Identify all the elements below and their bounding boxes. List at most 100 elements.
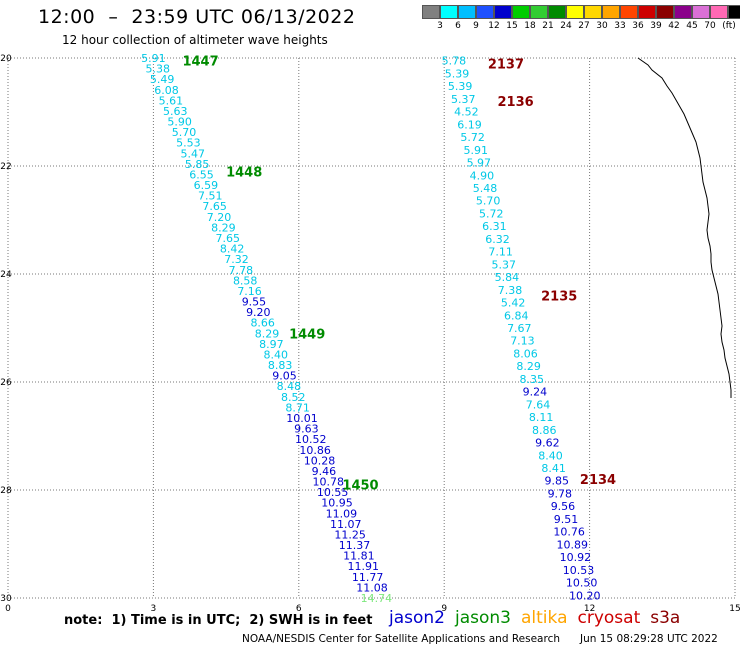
wave-height-label: 5.47 — [180, 147, 205, 160]
colorbar-swatch — [476, 5, 494, 19]
wave-height-label: 10.52 — [295, 433, 327, 446]
wave-height-label: 5.90 — [167, 116, 192, 129]
wave-height-label: 11.81 — [343, 550, 375, 563]
colorbar-label: 30 — [596, 21, 608, 31]
wave-height-label: 10.92 — [560, 551, 592, 564]
wave-height-label: 8.71 — [285, 401, 310, 414]
wave-height-label: 8.97 — [259, 338, 284, 351]
colorbar-swatch — [440, 5, 458, 19]
wave-height-label: 9.56 — [551, 500, 576, 513]
mission-jason2: jason2 — [389, 608, 445, 628]
wave-height-label: 10.95 — [321, 497, 353, 510]
footer-note: note: 1) Time is in UTC; 2) SWH is in fe… — [64, 613, 373, 628]
colorbar-label: 12 — [488, 21, 500, 31]
wave-height-label: 10.50 — [566, 577, 598, 590]
wave-height-label: 5.70 — [476, 195, 501, 208]
wave-height-label: 7.67 — [507, 322, 532, 335]
x-tick-label: 3 — [151, 604, 157, 614]
wave-height-label: 5.49 — [150, 73, 175, 86]
x-tick-label: 6 — [296, 604, 302, 614]
wave-height-label: 10.86 — [299, 444, 331, 457]
wave-height-label: 11.77 — [352, 571, 384, 584]
wave-height-label: 9.05 — [272, 370, 297, 383]
wave-height-label: 5.42 — [501, 297, 526, 310]
wave-height-label: 8.11 — [529, 411, 554, 424]
wave-height-label: 5.63 — [163, 105, 188, 118]
wave-height-label: 9.55 — [242, 296, 267, 309]
colorbar-label: 45 — [686, 21, 698, 31]
wave-height-label: 7.51 — [198, 190, 223, 203]
wave-height-label: 9.63 — [294, 423, 319, 436]
wave-height-label: 6.08 — [154, 84, 179, 97]
colorbar-swatch — [620, 5, 638, 19]
wave-height-label: 10.53 — [563, 564, 595, 577]
wave-height-label: 9.85 — [544, 475, 569, 488]
wave-height-label: 14.74 — [361, 592, 393, 605]
wave-height-label: 5.61 — [159, 94, 184, 107]
x-tick-label: 0 — [5, 604, 11, 614]
wave-height-label: 5.39 — [448, 80, 473, 93]
wave-height-label: 10.20 — [569, 589, 601, 602]
timestamp-text: Jun 15 08:29:28 UTC 2022 — [580, 633, 718, 645]
wave-height-label: 9.78 — [548, 487, 573, 500]
wave-height-label: 10.78 — [313, 476, 345, 489]
wave-height-label: 9.46 — [312, 465, 337, 478]
wave-height-label: 5.72 — [460, 131, 485, 144]
wave-height-label: 9.24 — [523, 386, 548, 399]
wave-height-label: 8.86 — [532, 424, 557, 437]
wave-height-label: 4.90 — [470, 169, 495, 182]
wave-height-label: 11.09 — [326, 507, 358, 520]
colorbar-swatch — [638, 5, 656, 19]
colorbar-label: 3 — [437, 21, 443, 31]
wave-height-label: 8.40 — [538, 449, 563, 462]
wave-height-label: 8.66 — [250, 317, 275, 330]
y-tick-label: 24 — [0, 270, 12, 280]
y-tick-label: 28 — [0, 486, 12, 496]
wave-height-label: 7.78 — [229, 264, 254, 277]
coastline — [637, 57, 732, 398]
wave-height-label: 8.48 — [277, 380, 302, 393]
wave-height-label: 5.72 — [479, 207, 504, 220]
wave-height-label: 6.31 — [482, 220, 507, 233]
mission-jason3: jason3 — [455, 608, 511, 628]
wave-height-label: 8.06 — [513, 347, 538, 360]
pass-time-label: 1450 — [342, 479, 378, 494]
wave-height-label: 5.78 — [442, 55, 467, 68]
wave-height-label: 7.32 — [224, 253, 249, 266]
colorbar-swatch — [422, 5, 440, 19]
wave-height-label: 9.62 — [535, 437, 560, 450]
colorbar-swatch — [674, 5, 692, 19]
wave-height-label: 11.08 — [356, 581, 388, 594]
wave-height-label: 6.55 — [189, 168, 214, 181]
wave-height-label: 8.35 — [520, 373, 545, 386]
colorbar-swatch — [458, 5, 476, 19]
colorbar-label: 36 — [632, 21, 644, 31]
wave-height-label: 5.39 — [445, 67, 470, 80]
mission-s3a: s3a — [650, 608, 681, 628]
colorbar-label: 27 — [578, 21, 590, 31]
wave-height-label: 7.20 — [207, 211, 232, 224]
wave-height-label: 10.28 — [304, 454, 336, 467]
wave-height-label: 7.16 — [237, 285, 262, 298]
chart-title: 12:00 – 23:59 UTC 06/13/2022 — [38, 6, 356, 28]
wave-height-label: 4.52 — [454, 106, 479, 119]
wave-height-label: 6.84 — [504, 309, 529, 322]
wave-height-label: 8.58 — [233, 274, 258, 287]
wave-height-label: 5.37 — [451, 93, 476, 106]
colorbar-labels: 3 6 9 12 15 18 21 24 27 30 33 36 39 42 45 70 (ft) — [422, 19, 740, 33]
wave-height-label: 7.64 — [526, 398, 551, 411]
y-tick-label: 22 — [0, 162, 11, 172]
wave-height-label: 7.65 — [202, 200, 227, 213]
wave-height-label: 6.32 — [485, 233, 510, 246]
colorbar-swatch — [512, 5, 530, 19]
wave-height-label: 5.91 — [141, 52, 166, 65]
x-tick-label: 15 — [729, 604, 740, 614]
wave-height-label: 11.07 — [330, 518, 362, 531]
wave-height-label: 5.37 — [491, 258, 516, 271]
wave-height-label: 11.37 — [339, 539, 371, 552]
colorbar-label: 39 — [650, 21, 662, 31]
wave-height-label: 11.25 — [334, 528, 366, 541]
y-tick-label: 30 — [0, 594, 12, 604]
wave-height-label: 7.65 — [215, 232, 240, 245]
wave-height-label: 9.20 — [246, 306, 271, 319]
